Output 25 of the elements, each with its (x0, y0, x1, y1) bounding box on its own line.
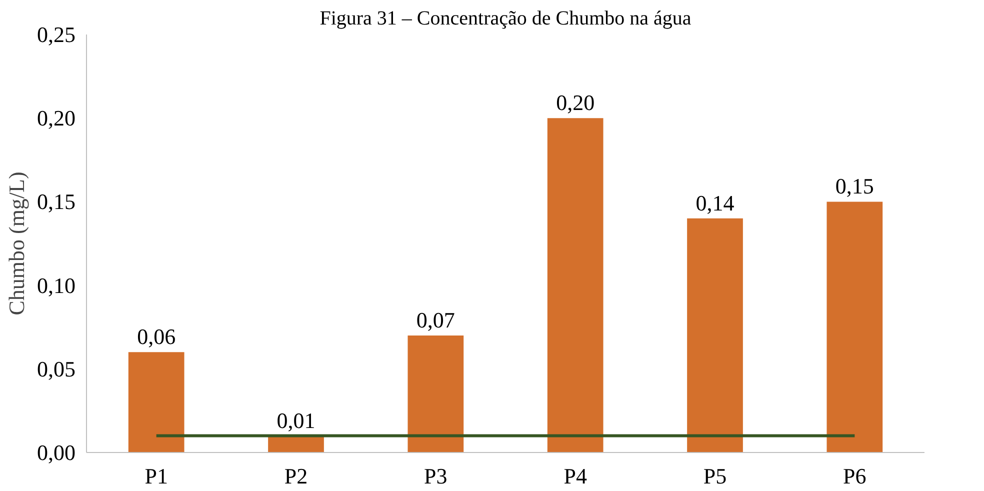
x-tick-label: P1 (144, 464, 168, 488)
data-label: 0,14 (696, 190, 734, 216)
y-tick-label: 0,20 (37, 106, 76, 131)
data-label: 0,01 (276, 408, 316, 433)
x-tick-label: P4 (564, 464, 587, 488)
y-tick-label: 0,05 (37, 356, 76, 382)
y-tick-label: 0,25 (37, 22, 76, 47)
bar (687, 218, 743, 452)
x-tick-label: P2 (284, 464, 308, 488)
chart-title: Figura 31 – Concentração de Chumbo na água (320, 8, 692, 30)
y-tick-label: 0,00 (37, 440, 76, 465)
data-label: 0,20 (556, 90, 595, 116)
bar (128, 352, 184, 452)
data-label: 0,07 (416, 307, 455, 332)
data-label: 0,15 (835, 174, 874, 199)
x-tick-label: P3 (424, 464, 448, 488)
x-tick-label: P5 (703, 464, 727, 488)
x-tick-label: P6 (843, 464, 866, 488)
y-tick-label: 0,15 (37, 189, 76, 214)
y-tick-label: 0,10 (37, 272, 76, 298)
bar (408, 335, 464, 452)
y-axis-title: Chumbo (mg/L) (4, 172, 29, 316)
bar (547, 118, 604, 452)
bar (826, 202, 883, 452)
data-label: 0,06 (137, 324, 176, 350)
